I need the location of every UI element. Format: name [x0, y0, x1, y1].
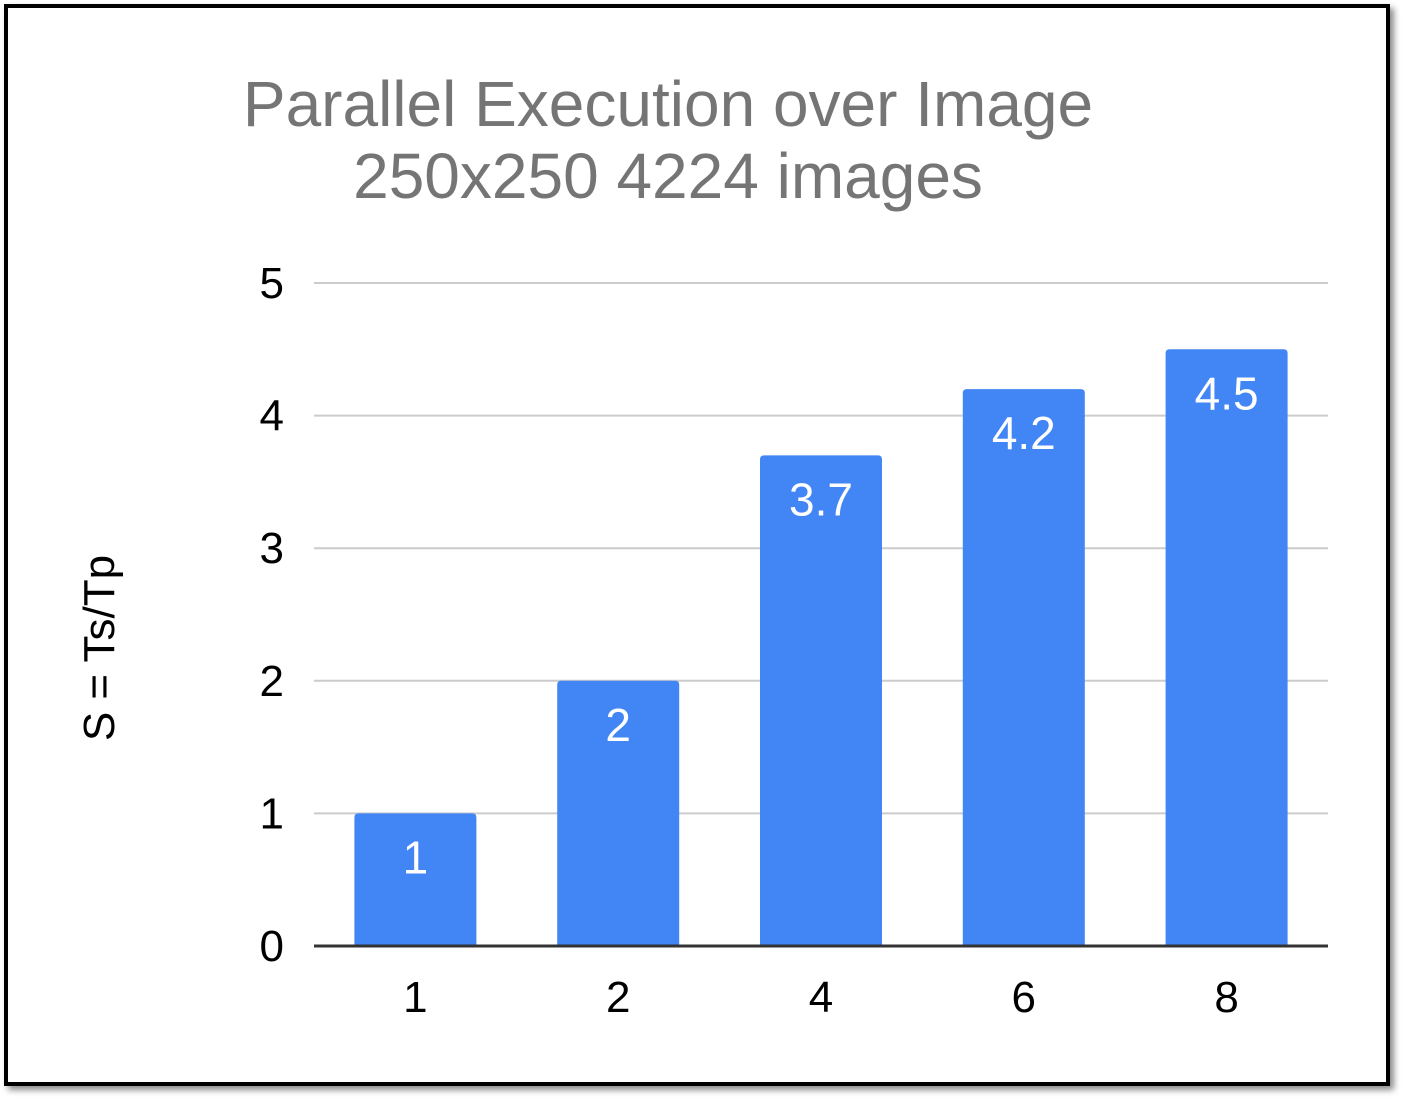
x-tick-label-6: 6	[1012, 973, 1036, 1022]
x-tick-label-1: 1	[403, 973, 427, 1022]
y-tick-label-4: 4	[260, 392, 284, 441]
y-tick-label-0: 0	[260, 922, 284, 971]
x-tick-label-4: 4	[809, 973, 833, 1022]
x-tick-label-8: 8	[1214, 973, 1238, 1022]
bar-8	[1165, 349, 1288, 946]
bar-label-6: 4.2	[992, 407, 1056, 459]
bar-label-1: 1	[403, 831, 429, 883]
bar-1	[354, 813, 477, 946]
bar-4	[760, 455, 882, 946]
bar-label-2: 2	[605, 699, 631, 751]
bar-6	[962, 389, 1085, 947]
chart-title-line-1: Parallel Execution over Image	[242, 68, 1094, 140]
y-tick-label-1: 1	[260, 789, 284, 838]
y-tick-label-2: 2	[260, 657, 284, 706]
bar-label-4: 3.7	[789, 473, 853, 525]
x-tick-label-2: 2	[606, 973, 630, 1022]
chart-frame: Parallel Execution over Image 250x250 42…	[4, 4, 1390, 1086]
y-tick-label-3: 3	[260, 524, 284, 573]
chart-title-line-2: 250x250 4224 images	[353, 140, 983, 212]
y-axis-title: S = Ts/Tp	[75, 555, 124, 741]
y-tick-label-5: 5	[260, 259, 284, 308]
chart-title: Parallel Execution over Image 250x250 42…	[8, 68, 1328, 212]
bar-2	[557, 680, 680, 946]
bar-label-8: 4.5	[1195, 367, 1259, 419]
bar-chart: 0 1 2 3 4 5 1 1 2 2 3.7 4 4.2 6 4.5 8 S = Ts/Tp	[75, 259, 1328, 1022]
